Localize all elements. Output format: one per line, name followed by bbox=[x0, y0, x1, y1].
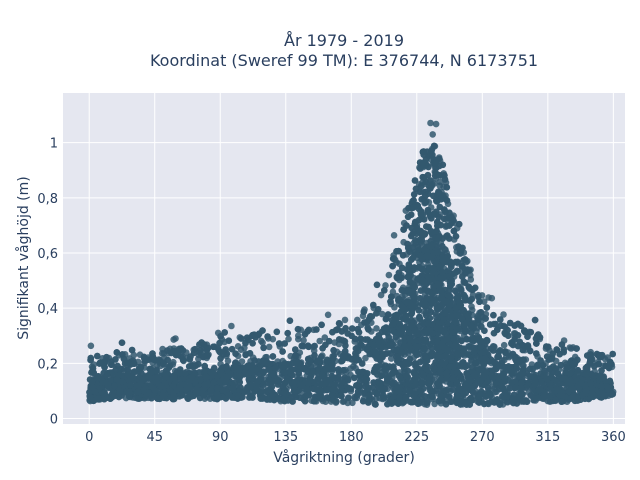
data-point bbox=[237, 335, 245, 342]
data-point bbox=[462, 327, 469, 335]
data-point bbox=[412, 185, 420, 193]
data-point bbox=[87, 342, 95, 350]
data-point bbox=[378, 310, 386, 318]
data-point bbox=[435, 397, 443, 405]
data-point bbox=[292, 346, 299, 353]
data-point bbox=[314, 376, 321, 383]
data-point bbox=[415, 307, 423, 314]
data-point bbox=[531, 316, 539, 324]
data-point bbox=[335, 366, 342, 373]
data-point bbox=[221, 329, 228, 336]
data-point bbox=[557, 361, 565, 369]
data-point bbox=[264, 333, 271, 340]
data-point bbox=[558, 341, 566, 348]
data-point bbox=[480, 298, 488, 306]
data-point bbox=[295, 332, 302, 340]
data-point bbox=[488, 294, 496, 302]
data-point bbox=[443, 184, 451, 191]
data-point bbox=[427, 119, 434, 127]
data-point bbox=[424, 399, 431, 406]
data-point bbox=[609, 350, 616, 358]
data-point bbox=[429, 131, 437, 138]
data-point bbox=[335, 336, 343, 343]
data-point bbox=[567, 345, 575, 352]
data-point bbox=[311, 342, 318, 350]
data-point bbox=[445, 235, 453, 242]
data-point bbox=[390, 232, 398, 239]
data-point bbox=[373, 325, 380, 332]
data-point bbox=[170, 336, 177, 343]
data-point bbox=[265, 343, 273, 351]
data-point bbox=[430, 192, 437, 200]
data-point bbox=[324, 311, 332, 319]
data-point bbox=[285, 335, 292, 343]
data-point bbox=[340, 367, 347, 374]
data-point bbox=[388, 355, 395, 362]
data-point bbox=[500, 311, 507, 318]
data-point bbox=[451, 287, 459, 295]
data-point bbox=[417, 182, 425, 190]
data-point bbox=[428, 182, 435, 190]
data-point bbox=[210, 343, 217, 351]
data-point bbox=[354, 316, 361, 324]
chart-title-line-1: År 1979 - 2019 bbox=[284, 31, 404, 50]
data-point bbox=[87, 354, 95, 362]
data-point bbox=[432, 359, 439, 366]
data-point bbox=[316, 337, 324, 345]
data-point bbox=[432, 120, 440, 128]
data-point bbox=[344, 394, 352, 402]
data-point bbox=[404, 213, 412, 221]
data-point bbox=[506, 384, 514, 392]
data-point bbox=[484, 384, 492, 392]
data-point bbox=[335, 320, 343, 327]
data-point bbox=[344, 376, 352, 384]
data-point bbox=[259, 339, 266, 347]
data-point bbox=[439, 243, 446, 250]
data-point bbox=[427, 308, 435, 316]
data-point bbox=[348, 325, 356, 332]
data-point bbox=[331, 339, 338, 346]
data-point bbox=[500, 341, 508, 349]
data-point bbox=[408, 256, 415, 264]
data-point bbox=[492, 379, 500, 387]
data-point bbox=[389, 282, 397, 289]
data-point bbox=[598, 367, 605, 374]
data-point bbox=[427, 177, 434, 184]
data-point bbox=[318, 321, 325, 329]
chart-title-line-2: Koordinat (Sweref 99 TM): E 376744, N 61… bbox=[150, 51, 538, 70]
data-point bbox=[341, 347, 349, 355]
data-point bbox=[118, 339, 126, 347]
data-point bbox=[228, 322, 235, 330]
data-point bbox=[351, 374, 358, 382]
data-point bbox=[321, 334, 329, 341]
data-point bbox=[573, 345, 580, 352]
data-point bbox=[294, 325, 302, 333]
data-point bbox=[362, 354, 369, 362]
data-point bbox=[377, 291, 385, 299]
data-point bbox=[486, 321, 494, 328]
data-point bbox=[295, 359, 302, 367]
data-point bbox=[443, 197, 451, 204]
data-point bbox=[385, 271, 393, 279]
data-point bbox=[533, 340, 540, 347]
data-points bbox=[86, 119, 617, 409]
data-point bbox=[300, 337, 307, 344]
data-point bbox=[398, 274, 405, 282]
data-point bbox=[342, 325, 349, 332]
data-point bbox=[217, 333, 224, 340]
data-point bbox=[341, 316, 349, 324]
